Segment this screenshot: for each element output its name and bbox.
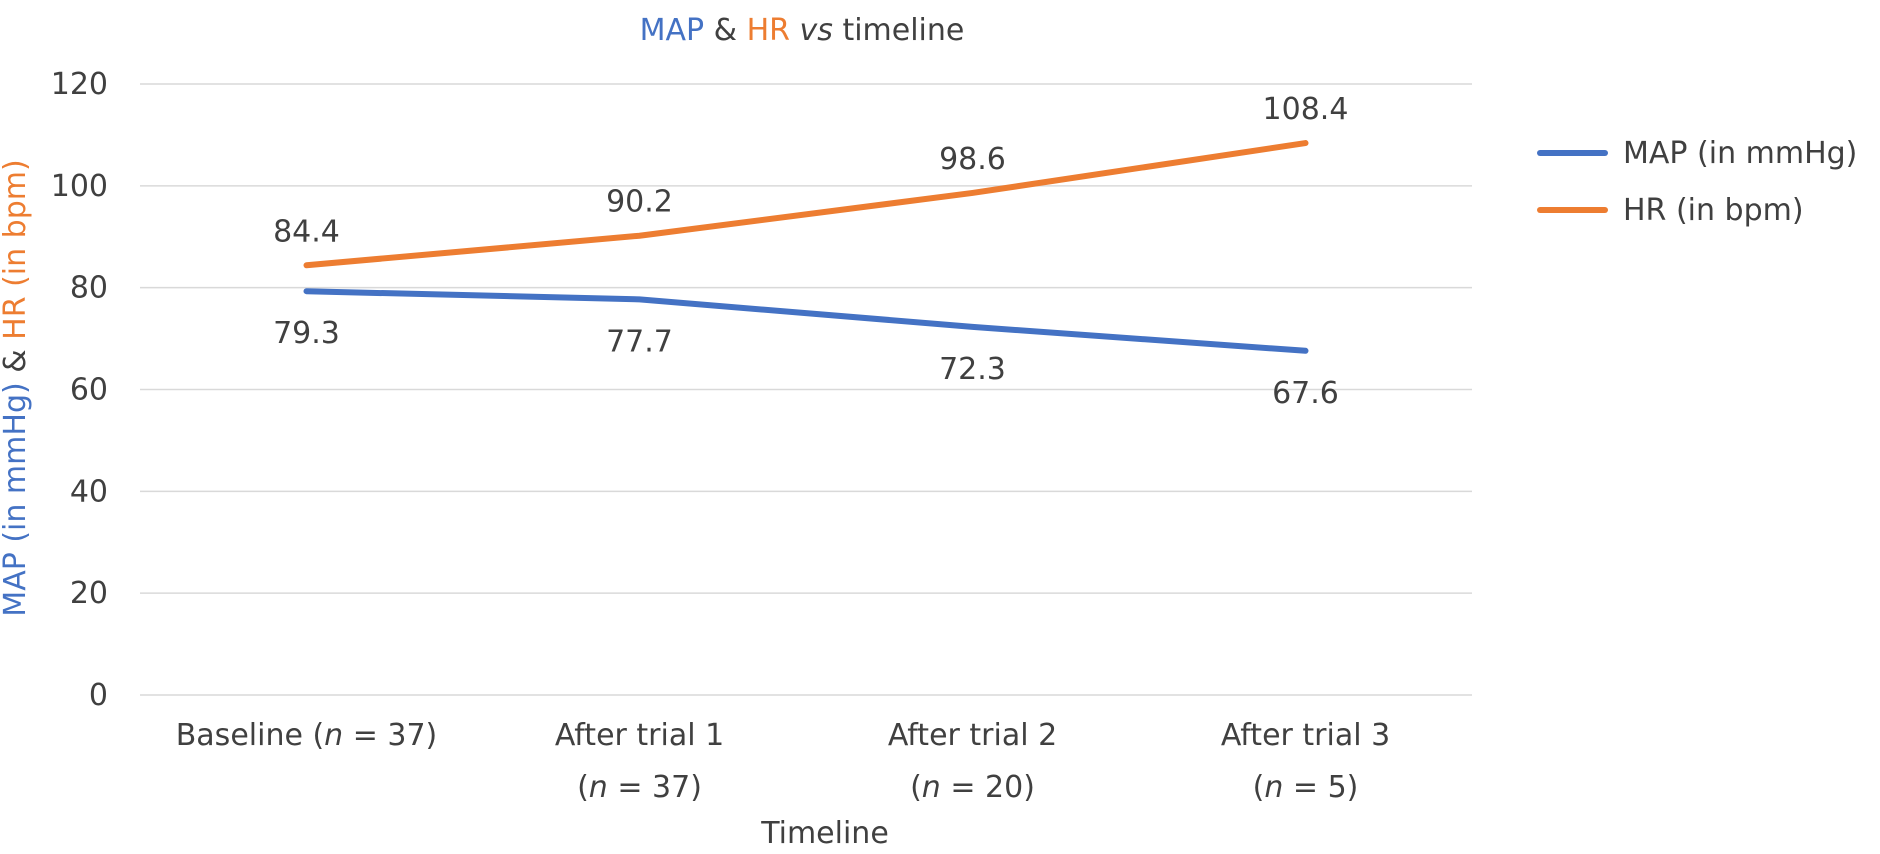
data-label: 98.6 (939, 142, 1006, 177)
y-tick-label: 20 (70, 576, 108, 611)
y-axis-label-part: HR (in bpm) (0, 159, 33, 340)
y-axis-label: MAP (in mmHg) & HR (in bpm) (0, 159, 33, 616)
x-tick-label-part: ( (577, 770, 589, 805)
x-tick-label-part: ( (1253, 770, 1265, 805)
y-tick-label: 100 (51, 169, 108, 204)
chart-title: MAP & HR vs timeline (640, 13, 965, 48)
x-tick-label-part: n (324, 718, 343, 753)
data-labels: 79.3 77.7 72.3 67.6 84.4 90.2 98.6 108.4 (273, 92, 1348, 411)
x-tick-label: After trial 1 (555, 718, 724, 753)
x-tick-label-part: After trial 3 (1221, 718, 1390, 753)
data-label: 77.7 (606, 324, 673, 359)
x-tick-label: Baseline (n = 37) (176, 718, 438, 753)
x-tick-label-part: ( (910, 770, 922, 805)
chart-title-part: & (704, 13, 746, 48)
y-tick-label: 80 (70, 271, 108, 306)
x-tick-label-part: Baseline ( (176, 718, 324, 753)
series-lines (303, 140, 1309, 354)
chart-title-part: MAP (640, 13, 705, 48)
x-tick-label-part: After trial 2 (888, 718, 1057, 753)
y-tick-label: 0 (89, 678, 108, 713)
x-tick-label-part: n (1264, 770, 1283, 805)
data-label: 90.2 (606, 185, 673, 220)
legend-label: HR (in bpm) (1623, 193, 1804, 228)
y-tick-label: 60 (70, 373, 108, 408)
data-label: 79.3 (273, 316, 340, 351)
gridlines (140, 83, 1472, 696)
series-line-hr (303, 140, 1309, 269)
data-label: 72.3 (939, 352, 1006, 387)
x-tick-label-part: = 37) (608, 770, 702, 805)
x-tick-label-part: n (922, 770, 941, 805)
x-tick-label-part: n (589, 770, 608, 805)
chart-title-part: vs (790, 13, 833, 48)
chart-title-part: timeline (833, 13, 964, 48)
y-axis-ticks: 0 20 40 60 80 100 120 (51, 67, 108, 713)
y-axis-label-part: & (0, 340, 33, 382)
x-tick-label: (n = 20) (910, 770, 1035, 805)
x-tick-label-part: After trial 1 (555, 718, 724, 753)
data-label: 108.4 (1263, 92, 1349, 127)
x-tick-label-part: = 37) (343, 718, 437, 753)
y-tick-label: 120 (51, 67, 108, 102)
x-tick-label: (n = 37) (577, 770, 702, 805)
chart-title-part: HR (747, 13, 790, 48)
legend: MAP (in mmHg) HR (in bpm) (1537, 136, 1857, 228)
x-tick-label: After trial 3 (1221, 718, 1390, 753)
legend-label: MAP (in mmHg) (1623, 136, 1857, 171)
data-label: 84.4 (273, 214, 340, 249)
x-tick-label-part: = 20) (941, 770, 1035, 805)
x-tick-label-part: = 5) (1283, 770, 1358, 805)
y-tick-label: 40 (70, 474, 108, 509)
x-tick-label: After trial 2 (888, 718, 1057, 753)
series-line-map (303, 288, 1309, 354)
x-tick-label: (n = 5) (1253, 770, 1359, 805)
x-axis-ticks: Baseline (n = 37) After trial 1(n = 37)Af… (176, 718, 1390, 805)
data-label: 67.6 (1272, 376, 1339, 411)
y-axis-label-part: MAP (in mmHg) (0, 382, 33, 616)
x-axis-label: Timeline (760, 816, 889, 850)
